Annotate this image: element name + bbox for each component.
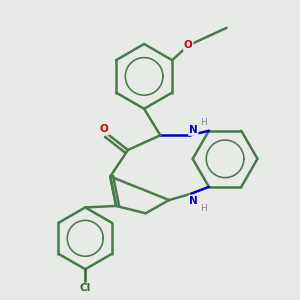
Text: O: O	[184, 40, 193, 50]
Text: N: N	[189, 196, 198, 206]
Text: N: N	[189, 125, 198, 135]
Text: Cl: Cl	[80, 284, 91, 293]
Text: O: O	[100, 124, 109, 134]
Text: H: H	[200, 118, 207, 127]
Text: H: H	[200, 204, 207, 213]
